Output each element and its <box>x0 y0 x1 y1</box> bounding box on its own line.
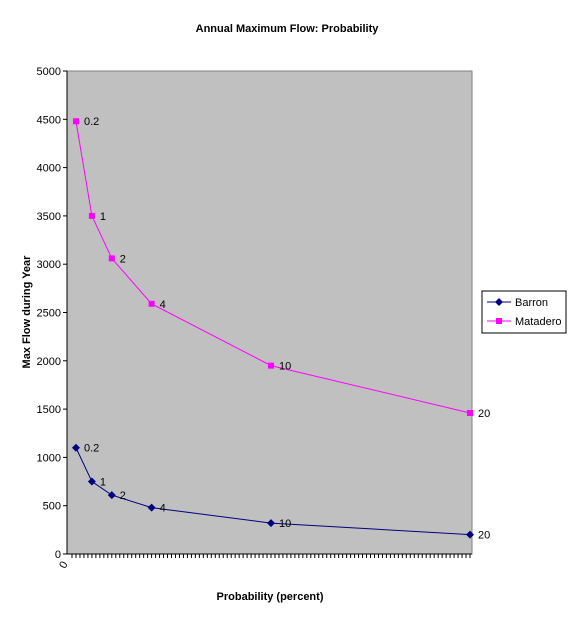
legend-box <box>481 290 567 334</box>
y-axis-title: Max Flow during Year <box>21 255 33 369</box>
series-layer <box>71 118 474 539</box>
y-tick-label: 4000 <box>37 163 61 175</box>
y-tick-label: 3000 <box>37 259 61 271</box>
data-label-matadero: 1 <box>100 211 106 223</box>
data-point-matadero <box>148 300 155 307</box>
data-label-barron: 1 <box>100 477 106 489</box>
y-tick-label: 4500 <box>37 114 61 126</box>
data-label-matadero: 0.2 <box>84 116 99 128</box>
y-tick-label: 500 <box>43 501 61 513</box>
y-tick-label: 0 <box>55 549 61 561</box>
x-tick-label: 0 <box>57 560 70 571</box>
data-label-barron: 0.2 <box>84 443 99 455</box>
data-point-barron <box>466 530 474 539</box>
series-line-barron <box>75 447 471 536</box>
data-label-matadero: 10 <box>279 361 291 373</box>
data-point-barron <box>107 491 116 500</box>
legend-marker-barron <box>495 298 503 306</box>
data-label-matadero: 20 <box>478 408 490 420</box>
data-label-layer: 0.2 1 2 4 10 20 0.2 1 2 4 10 20 <box>84 116 490 541</box>
data-label-matadero: 4 <box>160 299 166 311</box>
data-point-matadero <box>467 409 473 416</box>
y-axis: 0 500 1000 1500 2000 2500 3000 3500 4000 4500 5000 <box>37 66 68 561</box>
x-axis-title: Probability (percent) <box>217 591 324 603</box>
x-axis: 0 <box>57 553 472 571</box>
chart-title: Annual Maximum Flow: Probability <box>196 23 380 35</box>
data-point-matadero <box>88 212 95 219</box>
data-point-matadero <box>72 118 79 125</box>
data-point-matadero <box>268 362 274 369</box>
legend: Barron Matadero <box>481 290 567 334</box>
y-tick-label: 5000 <box>37 66 61 78</box>
y-tick-label: 1500 <box>37 404 61 416</box>
data-label-barron: 2 <box>120 490 126 502</box>
plot-area <box>66 70 473 555</box>
data-label-barron: 4 <box>160 503 166 515</box>
y-tick-label: 1000 <box>37 452 61 464</box>
legend-label-matadero: Matadero <box>515 316 561 328</box>
data-point-barron <box>87 477 96 486</box>
y-tick-label: 3500 <box>37 211 61 223</box>
data-point-barron <box>147 503 156 512</box>
legend-label-barron: Barron <box>515 297 548 309</box>
data-point-matadero <box>108 255 115 262</box>
data-label-barron: 10 <box>279 518 291 530</box>
data-label-barron: 20 <box>478 530 490 542</box>
series-line-matadero <box>75 121 471 414</box>
data-label-matadero: 2 <box>120 253 126 265</box>
y-tick-label: 2500 <box>37 308 61 320</box>
data-point-barron <box>267 519 275 528</box>
legend-marker-matadero <box>496 318 502 324</box>
data-point-barron <box>71 443 80 452</box>
y-tick-label: 2000 <box>37 356 61 368</box>
